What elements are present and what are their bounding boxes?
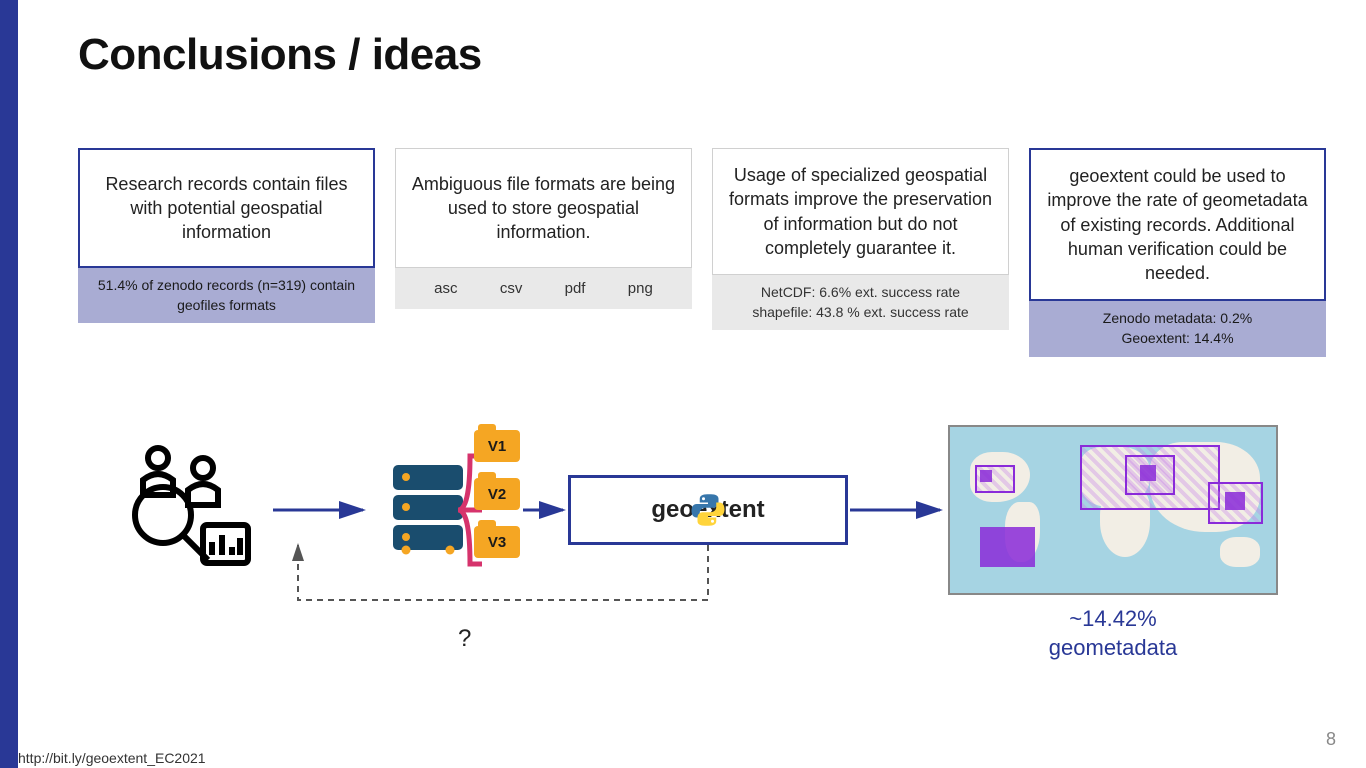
page-number: 8 — [1326, 729, 1336, 750]
geoextent-box: geoextent — [568, 475, 848, 545]
folder-v1: V1 — [474, 430, 520, 462]
card-1-sub: 51.4% of zenodo records (n=319) contain … — [78, 268, 375, 323]
map-caption-label: geometadata — [948, 634, 1278, 663]
slide-title: Conclusions / ideas — [78, 30, 482, 80]
card-2: Ambiguous file formats are being used to… — [395, 148, 692, 357]
arrow-3 — [850, 495, 950, 525]
card-4-main: geoextent could be used to improve the r… — [1029, 148, 1326, 301]
feedback-loop — [288, 540, 718, 620]
card-4-sub: Zenodo metadata: 0.2% Geoextent: 14.4% — [1029, 301, 1326, 356]
card-4: geoextent could be used to improve the r… — [1029, 148, 1326, 357]
arrow-2 — [523, 495, 573, 525]
slide: Conclusions / ideas Research records con… — [0, 0, 1366, 768]
map-output: ~14.42% geometadata — [948, 425, 1278, 662]
footer-link: http://bit.ly/geoextent_EC2021 — [18, 750, 206, 766]
map-caption-pct: ~14.42% — [948, 605, 1278, 634]
flow-diagram: V1 V2 V3 geoextent ? — [108, 420, 1326, 680]
research-icon — [108, 430, 258, 580]
map-caption: ~14.42% geometadata — [948, 605, 1278, 662]
python-icon — [690, 492, 726, 528]
fmt-pdf: pdf — [565, 278, 586, 299]
conclusion-cards: Research records contain files with pote… — [78, 148, 1326, 357]
fmt-csv: csv — [500, 278, 523, 299]
version-folders: V1 V2 V3 — [474, 430, 520, 558]
card-3-sub: NetCDF: 6.6% ext. success rate shapefile… — [712, 275, 1009, 330]
world-map — [948, 425, 1278, 595]
fmt-asc: asc — [434, 278, 457, 299]
folder-v2: V2 — [474, 478, 520, 510]
card-1-main: Research records contain files with pote… — [78, 148, 375, 268]
card-1: Research records contain files with pote… — [78, 148, 375, 357]
card-2-main: Ambiguous file formats are being used to… — [395, 148, 692, 268]
arrow-1 — [273, 495, 373, 525]
fmt-png: png — [628, 278, 653, 299]
question-mark: ? — [458, 625, 471, 653]
card-3-main: Usage of specialized geospatial formats … — [712, 148, 1009, 275]
card-3: Usage of specialized geospatial formats … — [712, 148, 1009, 357]
card-2-sub: asc csv pdf png — [395, 268, 692, 309]
